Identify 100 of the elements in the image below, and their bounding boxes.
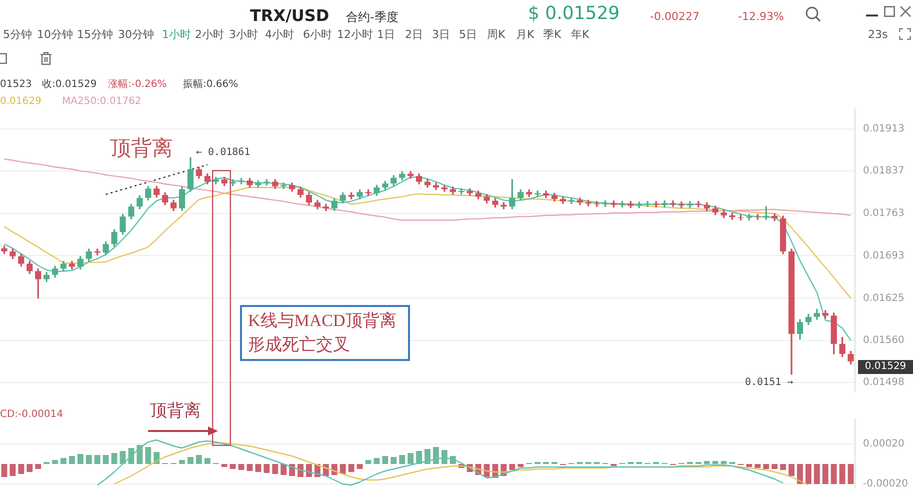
bar [306, 464, 312, 477]
text: 季K [543, 28, 562, 42]
bar [408, 453, 414, 464]
bar [94, 455, 100, 464]
bar [264, 464, 270, 473]
y-tick-label: 0.00020 [863, 438, 904, 450]
bar [805, 464, 812, 484]
bar [839, 464, 846, 484]
annotation: 顶背离 [110, 136, 173, 162]
text: 30分钟 [118, 28, 154, 42]
bar [399, 455, 406, 464]
text: 0.01629 [0, 96, 42, 108]
bar [10, 464, 16, 476]
bar [746, 464, 752, 467]
bar [416, 451, 422, 464]
text: 3日 [432, 28, 450, 42]
bar [86, 455, 92, 464]
y-tick-label: 0.01763 [863, 208, 904, 220]
text: 涨幅:-0.26% [108, 79, 167, 91]
bar [763, 464, 770, 469]
bar [374, 458, 380, 464]
bar [102, 455, 109, 464]
bar [60, 458, 66, 464]
text: 3小时 [229, 28, 258, 42]
text: 月K [516, 28, 534, 42]
text: 收:0.01529 [42, 79, 97, 91]
bar [712, 461, 718, 464]
bar [26, 464, 33, 472]
bar [111, 453, 118, 464]
bar [77, 454, 84, 464]
text: MA250:0.01762 [62, 96, 142, 108]
bar [230, 464, 236, 469]
candlestick [568, 198, 574, 204]
text: 6小时 [303, 28, 332, 42]
text: TRX/USD [250, 6, 330, 26]
bar [848, 464, 854, 484]
bar [188, 457, 194, 464]
bar [298, 464, 304, 477]
text: 15分钟 [77, 28, 113, 42]
text: 4小时 [265, 28, 294, 42]
candlestick [264, 179, 270, 186]
y-tick-label: 0.01498 [863, 377, 904, 388]
text: 周K [487, 28, 506, 42]
bar [509, 464, 516, 470]
candlestick [619, 201, 626, 208]
bar [52, 460, 58, 464]
bar [179, 460, 185, 464]
annotation: 0.0151 → [745, 377, 794, 389]
y-tick-label: 0.01837 [863, 166, 904, 177]
annotation: CD:-0.00014 [0, 409, 64, 421]
text: 5日 [459, 28, 477, 42]
text: 10分钟 [37, 28, 73, 42]
bar [246, 464, 253, 471]
candlestick [280, 182, 287, 189]
y-tick-label: 0.01913 [863, 123, 904, 134]
bar [754, 464, 761, 468]
bar [35, 464, 42, 469]
annotation: K线与MACD顶背离形成死亡交叉 [240, 305, 410, 361]
text: -12.93% [738, 10, 784, 24]
bar [204, 458, 210, 464]
annotation: ← 0.01861 [196, 147, 250, 159]
candlestick [492, 198, 498, 208]
bar [720, 461, 727, 464]
text: 01523 [0, 79, 32, 91]
bar [390, 457, 397, 464]
bar [814, 464, 820, 484]
candlestick [695, 201, 702, 208]
bar [382, 456, 388, 464]
text: 2小时 [195, 28, 224, 42]
text: 1小时 [162, 28, 191, 42]
bar [441, 450, 448, 464]
y-tick-label: 0.01560 [863, 335, 904, 346]
text: -0.00227 [650, 10, 700, 24]
bar [780, 464, 786, 470]
bar [424, 449, 430, 464]
text: 振幅:0.66% [183, 79, 238, 91]
y-tick-label: 0.01625 [863, 292, 904, 304]
bar [788, 464, 794, 476]
bar [797, 464, 803, 484]
bar [68, 456, 75, 464]
bar [518, 464, 524, 467]
bar [772, 464, 778, 469]
text: $ 0.01529 [528, 3, 620, 25]
text: 2日 [405, 28, 423, 42]
bar [340, 464, 346, 474]
bar [272, 464, 278, 474]
text: 合约-季度 [346, 10, 398, 24]
text: 0.01529 [858, 360, 913, 374]
bar [221, 464, 228, 467]
bar [145, 447, 152, 464]
bar [704, 461, 710, 464]
bar [830, 464, 837, 484]
bar [365, 460, 372, 464]
bar [196, 455, 202, 464]
bar [280, 464, 287, 475]
bar [822, 464, 828, 484]
text: 1日 [377, 28, 395, 42]
annotation: 顶背离 [150, 401, 201, 422]
bar [1, 464, 8, 477]
text: 5分钟 [3, 28, 32, 42]
